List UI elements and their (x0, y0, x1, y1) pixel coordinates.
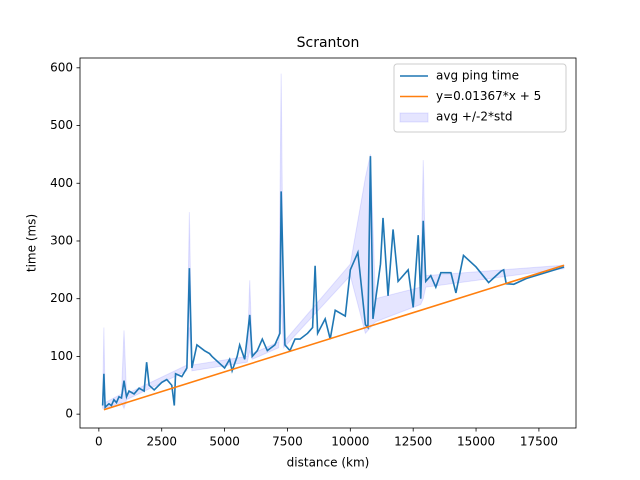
y-tick-label: 100 (50, 349, 73, 363)
y-tick-label: 200 (50, 291, 73, 305)
legend-label: avg +/-2*std (436, 110, 513, 124)
x-tick-label: 10000 (331, 435, 369, 449)
x-tick-label: 7500 (272, 435, 303, 449)
x-tick-label: 5000 (209, 435, 240, 449)
y-tick-label: 400 (50, 176, 73, 190)
y-tick-label: 300 (50, 233, 73, 247)
data-line (103, 264, 565, 411)
y-tick-label: 600 (50, 60, 73, 74)
x-tick-label: 15000 (457, 435, 495, 449)
legend-label: y=0.01367*x + 5 (436, 89, 541, 103)
x-tick-label: 0 (95, 435, 103, 449)
y-tick-label: 0 (65, 407, 73, 421)
legend: avg ping time y=0.01367*x + 5 avg +/-2*std (393, 63, 567, 133)
y-axis-label: time (ms) (25, 214, 39, 272)
legend-box (393, 63, 567, 133)
data-line (101, 156, 565, 409)
x-tick-label: 17500 (520, 435, 558, 449)
x-tick-label: 2500 (146, 435, 177, 449)
y-tick-label: 500 (50, 118, 73, 132)
plot-frame (79, 57, 577, 429)
x-tick-label: 12500 (394, 435, 432, 449)
legend-label: avg ping time (436, 69, 519, 83)
legend-swatch (399, 112, 429, 123)
x-axis-label: distance (km) (287, 456, 370, 470)
chart-title: Scranton (297, 35, 360, 51)
